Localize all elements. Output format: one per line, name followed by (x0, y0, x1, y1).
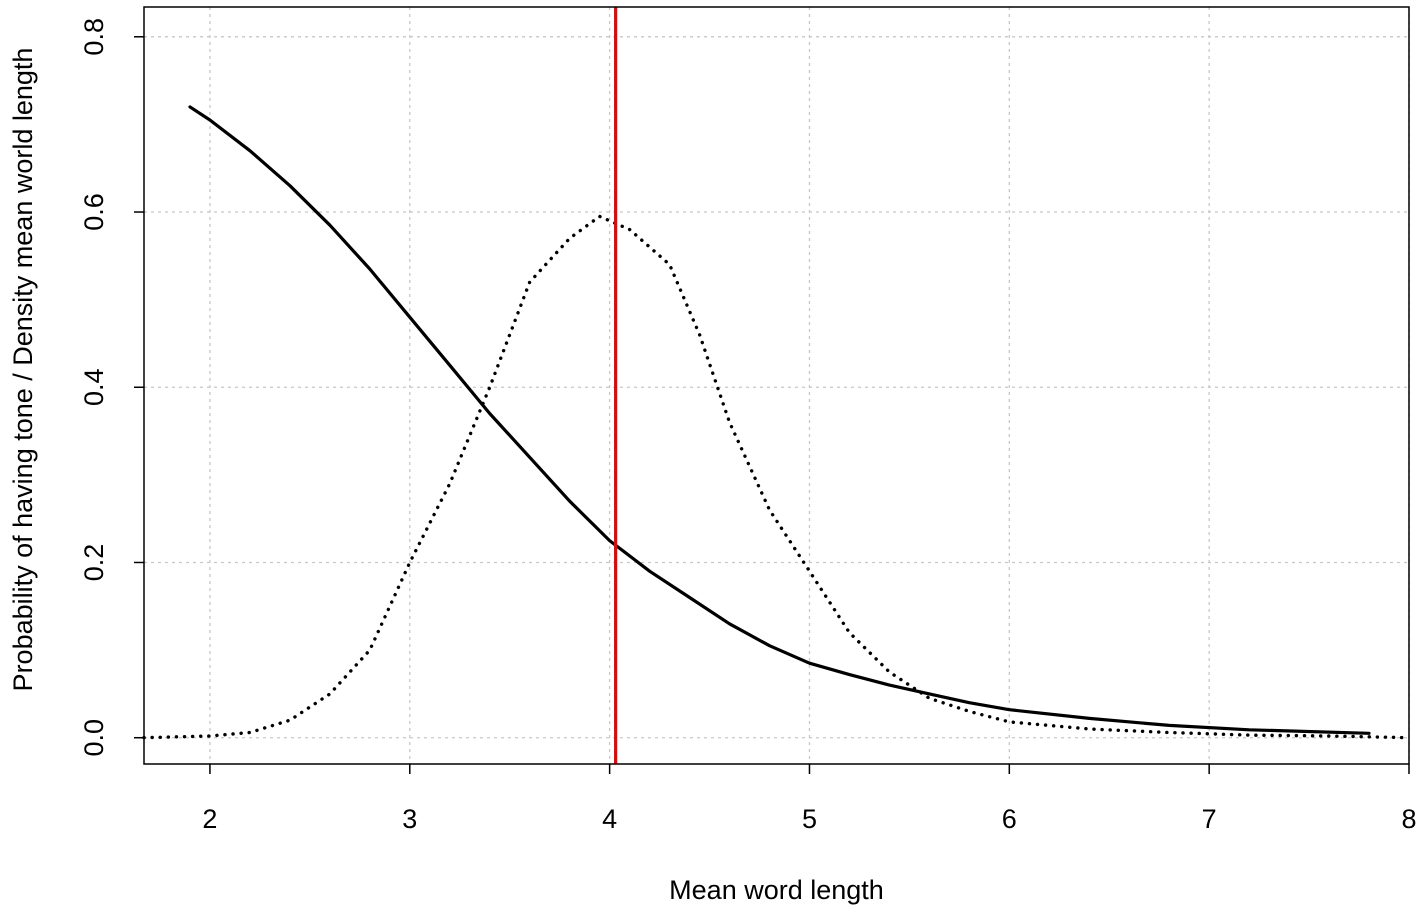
x-tick-label: 6 (1002, 804, 1017, 834)
series-line-1 (188, 105, 1371, 735)
x-tick-label: 8 (1401, 804, 1416, 834)
y-tick-label: 0.0 (79, 719, 109, 757)
x-tick-label: 3 (402, 804, 417, 834)
x-tick-label: 4 (602, 804, 617, 834)
y-axis: 0.0 0.2 0.4 0.6 0.8 (79, 18, 144, 756)
y-tick-label: 0.6 (79, 193, 109, 231)
series-line-2 (142, 214, 1411, 740)
x-tick-label: 5 (802, 804, 817, 834)
y-tick-label: 0.4 (79, 368, 109, 406)
x-tick-label: 7 (1202, 804, 1217, 834)
plot-frame (143, 6, 1410, 765)
x-axis-title: Mean word length (669, 875, 884, 905)
grid (144, 7, 1410, 764)
y-tick-label: 0.8 (79, 18, 109, 56)
y-tick-label: 0.2 (79, 544, 109, 582)
series-layer (142, 105, 1411, 740)
y-axis-title: Probability of having tone / Density mea… (8, 48, 38, 692)
x-axis: 2 3 4 5 6 7 8 (202, 764, 1417, 834)
x-tick-label: 2 (202, 804, 217, 834)
